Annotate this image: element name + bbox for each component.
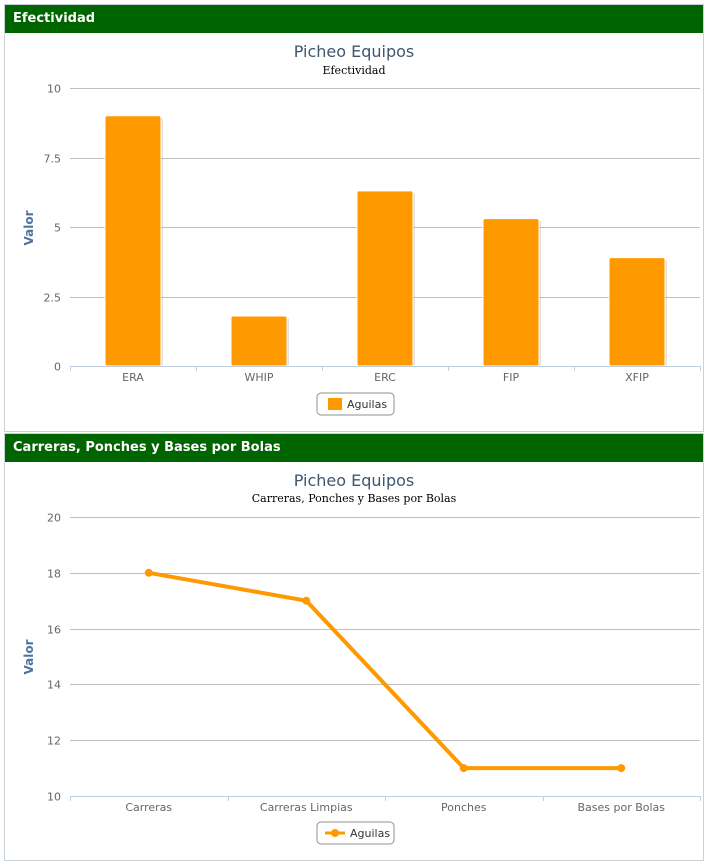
y-tick-label: 5 <box>54 222 61 235</box>
legend-label: Aguilas <box>347 398 387 411</box>
bar[interactable] <box>608 257 666 367</box>
chart-subtitle: Efectividad <box>322 64 385 77</box>
panel-header-efectividad: Efectividad <box>5 5 703 33</box>
bar[interactable] <box>104 115 162 367</box>
x-tick-label: ERA <box>122 371 144 384</box>
data-point[interactable] <box>459 764 468 773</box>
data-point[interactable] <box>302 596 311 605</box>
y-tick-label: 20 <box>47 512 61 525</box>
y-tick-label: 14 <box>47 679 61 692</box>
x-axis: ERA WHIP ERC FIP XFIP <box>70 366 701 384</box>
x-tick-label: FIP <box>503 371 520 384</box>
bar[interactable] <box>230 315 288 367</box>
y-axis-label: Valor <box>22 639 36 674</box>
x-tick-label: Carreras <box>125 801 172 814</box>
legend-swatch <box>328 398 342 410</box>
panel-header-carreras: Carreras, Ponches y Bases por Bolas <box>5 434 703 462</box>
series-path <box>146 570 624 771</box>
y-axis-label: Valor <box>22 210 36 245</box>
x-tick-label: XFIP <box>625 371 649 384</box>
legend[interactable]: Aguilas <box>316 392 395 416</box>
y-grid <box>70 517 700 797</box>
legend-label: Aguilas <box>350 827 390 840</box>
bar[interactable] <box>356 190 414 367</box>
y-tick-label: 10 <box>47 791 61 804</box>
y-tick-labels: 10 12 14 16 18 20 <box>47 512 61 804</box>
x-tick-label: Ponches <box>441 801 487 814</box>
data-point[interactable] <box>617 764 626 773</box>
legend-marker <box>331 829 339 837</box>
x-tick-label: Bases por Bolas <box>577 801 665 814</box>
bar-chart: Picheo Equipos Efectividad 0 2.5 5 7.5 10 Va… <box>22 42 701 416</box>
y-tick-label: 16 <box>47 624 61 637</box>
data-point[interactable] <box>144 568 153 577</box>
y-tick-label: 10 <box>47 83 61 96</box>
y-tick-label: 12 <box>47 735 61 748</box>
bar[interactable] <box>482 218 540 367</box>
x-tick-label: WHIP <box>244 371 273 384</box>
legend-box <box>316 821 395 845</box>
x-axis: Carreras Carreras Limpias Ponches Bases por… <box>70 796 701 814</box>
y-tick-label: 7.5 <box>44 153 62 166</box>
y-tick-label: 18 <box>47 568 61 581</box>
x-tick-label: ERC <box>374 371 396 384</box>
chart-subtitle: Carreras, Ponches y Bases por Bolas <box>252 492 457 505</box>
chart-title: Picheo Equipos <box>294 42 415 61</box>
y-tick-label: 0 <box>54 361 61 374</box>
line-chart: Picheo Equipos Carreras, Ponches y Bases… <box>22 471 701 845</box>
x-tick-label: Carreras Limpias <box>260 801 353 814</box>
bars <box>104 115 667 367</box>
carreras-panel: Carreras, Ponches y Bases por Bolas Pich… <box>4 433 704 861</box>
efectividad-panel: Efectividad Picheo Equipos Efectividad 0… <box>4 4 704 432</box>
y-tick-label: 2.5 <box>44 292 62 305</box>
chart-title: Picheo Equipos <box>294 471 415 490</box>
series-line <box>144 568 626 773</box>
y-tick-labels: 0 2.5 5 7.5 10 <box>44 83 62 374</box>
legend[interactable]: Aguilas <box>316 821 395 845</box>
